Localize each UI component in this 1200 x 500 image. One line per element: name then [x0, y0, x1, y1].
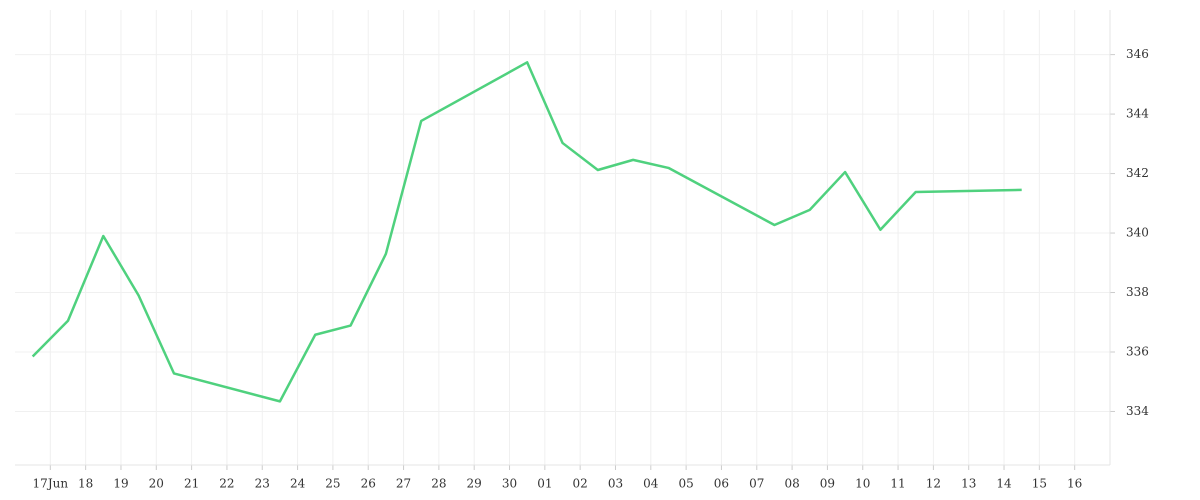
x-tick-label: 30	[502, 477, 517, 491]
x-tick-label: 05	[678, 477, 693, 491]
y-tick-label: 346	[1126, 47, 1149, 61]
x-tick-label: 14	[996, 477, 1012, 491]
x-tick-label: 01	[537, 477, 552, 491]
x-tick-label: 24	[290, 477, 306, 491]
x-tick-label: 06	[714, 477, 729, 491]
x-tick-label: 04	[643, 477, 659, 491]
x-tick-label: 03	[608, 477, 623, 491]
x-tick-label: 27	[396, 477, 411, 491]
y-tick-label: 340	[1126, 226, 1149, 240]
x-tick-label: 15	[1032, 477, 1047, 491]
y-tick-label: 338	[1126, 285, 1149, 299]
x-tick-label: 25	[325, 477, 340, 491]
x-tick-label: 17Jun	[33, 477, 69, 491]
y-tick-label: 336	[1126, 344, 1149, 358]
x-tick-label: 18	[78, 477, 93, 491]
x-tick-label: 19	[113, 477, 128, 491]
x-tick-label: 02	[573, 477, 588, 491]
x-tick-label: 28	[431, 477, 446, 491]
x-tick-label: 26	[361, 477, 376, 491]
x-tick-label: 16	[1067, 477, 1082, 491]
x-tick-label: 07	[749, 477, 764, 491]
x-tick-label: 12	[926, 477, 941, 491]
y-tick-label: 334	[1126, 404, 1149, 418]
x-tick-label: 21	[184, 477, 199, 491]
y-tick-label: 344	[1126, 107, 1149, 121]
x-tick-label: 20	[149, 477, 164, 491]
x-tick-label: 10	[855, 477, 870, 491]
x-tick-label: 11	[890, 477, 905, 491]
x-tick-label: 09	[820, 477, 835, 491]
x-tick-label: 29	[467, 477, 482, 491]
price-line	[31, 61, 1022, 403]
x-tick-label: 13	[961, 477, 976, 491]
x-tick-label: 08	[784, 477, 799, 491]
y-tick-label: 342	[1126, 166, 1149, 180]
x-tick-label: 22	[219, 477, 234, 491]
x-tick-label: 23	[255, 477, 270, 491]
